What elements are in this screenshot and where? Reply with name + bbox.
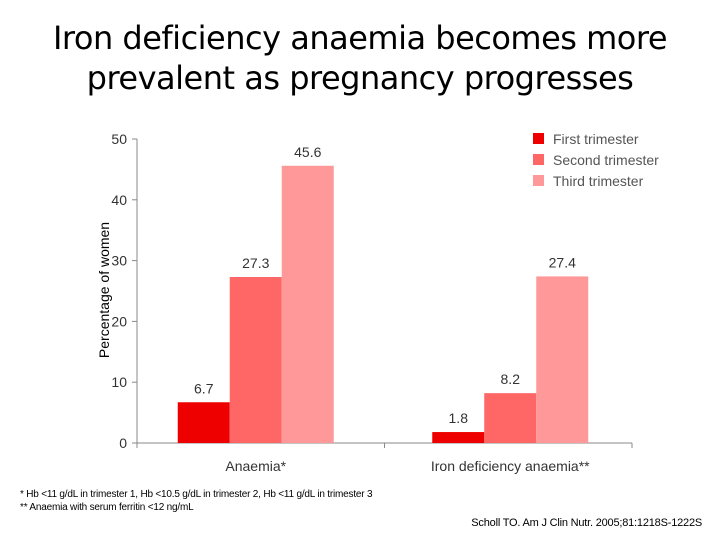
x-tick-label: Iron deficiency anaemia** [431, 458, 590, 474]
y-tick-label: 30 [111, 253, 127, 269]
legend-label: Second trimester [553, 152, 659, 168]
y-tick-label: 20 [111, 313, 127, 329]
x-tick-label: Anaemia* [225, 458, 286, 474]
data-label: 45.6 [294, 144, 321, 160]
slide-title: Iron deficiency anaemia becomes more pre… [0, 18, 720, 98]
data-label: 1.8 [449, 410, 469, 426]
y-axis-label: Percentage of women [96, 222, 112, 358]
y-tick-label: 0 [119, 435, 127, 451]
title-line-2: prevalent as pregnancy progresses [86, 59, 634, 97]
legend-label: First trimester [553, 131, 639, 147]
legend-swatch [533, 133, 544, 144]
bar [177, 402, 230, 443]
bar [432, 432, 485, 443]
bar [536, 276, 589, 443]
footnote-2: ** Anaemia with serum ferritin <12 ng/mL [20, 502, 194, 513]
bar [229, 277, 282, 443]
footnote-1: * Hb <11 g/dL in trimester 1, Hb <10.5 g… [20, 489, 373, 500]
bar [484, 393, 537, 443]
y-tick-label: 40 [111, 192, 127, 208]
bar [281, 165, 334, 443]
citation: Scholl TO. Am J Clin Nutr. 2005;81:1218S… [471, 517, 702, 529]
legend-label: Third trimester [553, 173, 644, 189]
y-tick-label: 10 [111, 374, 127, 390]
data-label: 27.3 [242, 255, 269, 271]
data-label: 8.2 [501, 371, 521, 387]
data-label: 6.7 [194, 380, 214, 396]
legend-swatch [533, 154, 544, 165]
legend-swatch [533, 175, 544, 186]
data-label: 27.4 [549, 254, 576, 270]
y-tick-label: 50 [111, 131, 127, 147]
title-line-1: Iron deficiency anaemia becomes more [52, 19, 668, 57]
